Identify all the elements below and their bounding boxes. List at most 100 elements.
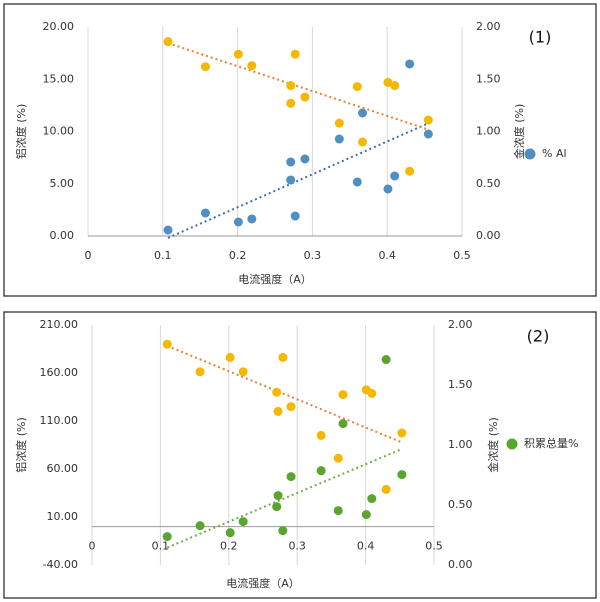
legend-label: 积累总量% xyxy=(524,436,578,450)
data-point xyxy=(338,390,348,400)
y2-tick-label: 1.00 xyxy=(448,438,473,451)
trendline xyxy=(167,42,429,131)
y2-tick-label: 2.00 xyxy=(448,318,473,331)
x-tick-label: 0.3 xyxy=(288,540,306,553)
y2-axis-label: 金浓度 (%) xyxy=(486,417,500,473)
data-point xyxy=(300,92,310,102)
y2-tick-label: 1.00 xyxy=(476,125,501,138)
data-point xyxy=(383,184,393,194)
y-tick-label: 15.00 xyxy=(43,72,75,85)
data-point xyxy=(352,177,362,187)
y-tick-label: 0.00 xyxy=(50,229,75,242)
x-tick-label: 0 xyxy=(85,249,92,262)
data-point xyxy=(273,491,283,501)
x-tick-label: 0 xyxy=(89,540,96,553)
y2-tick-label: 0.00 xyxy=(476,229,501,242)
data-point xyxy=(423,129,433,139)
data-point xyxy=(300,154,310,164)
data-point xyxy=(381,355,391,365)
data-point xyxy=(286,472,296,482)
y-tick-label: 10.00 xyxy=(47,510,79,523)
y-tick-label: 160.00 xyxy=(40,366,79,379)
data-point xyxy=(334,118,344,128)
trendline xyxy=(167,122,429,239)
y-tick-label: 60.00 xyxy=(47,462,79,475)
x-tick-label: 0.2 xyxy=(229,249,247,262)
y-axis-label: 铝浓度 (%) xyxy=(14,417,28,473)
panel-frame xyxy=(3,311,597,599)
y-tick-label: 10.00 xyxy=(43,125,75,138)
data-point xyxy=(200,62,210,72)
data-point xyxy=(334,134,344,144)
x-tick-label: 0.4 xyxy=(378,249,396,262)
panel-frame xyxy=(3,3,597,297)
data-point xyxy=(405,166,415,176)
y-tick-label: 110.00 xyxy=(40,414,79,427)
data-point xyxy=(163,225,173,235)
data-point xyxy=(195,521,205,531)
legend-marker xyxy=(524,148,536,160)
data-point xyxy=(316,466,326,476)
data-point xyxy=(247,214,257,224)
y2-tick-label: 2.00 xyxy=(476,20,501,33)
data-point xyxy=(238,517,248,527)
y2-axis-label: 金浓度 (%) xyxy=(512,104,526,160)
data-point xyxy=(390,171,400,181)
data-point xyxy=(272,502,282,512)
data-point xyxy=(286,402,296,412)
x-tick-label: 0.5 xyxy=(453,249,471,262)
data-point xyxy=(358,108,368,118)
data-point xyxy=(272,387,282,397)
data-point xyxy=(286,157,296,167)
data-point xyxy=(333,453,343,463)
data-point xyxy=(278,526,288,536)
x-tick-label: 0.2 xyxy=(220,540,238,553)
x-tick-label: 0.3 xyxy=(304,249,322,262)
data-point xyxy=(225,352,235,362)
data-point xyxy=(390,81,400,91)
y2-tick-label: 0.50 xyxy=(476,177,501,190)
data-point xyxy=(361,510,371,520)
data-point xyxy=(247,61,257,71)
data-point xyxy=(233,217,243,227)
y2-tick-label: 1.50 xyxy=(476,72,501,85)
data-point xyxy=(225,528,235,538)
panel-label: (1) xyxy=(529,28,552,47)
data-point xyxy=(195,367,205,377)
data-point xyxy=(367,494,377,504)
data-point xyxy=(338,419,348,429)
x-tick-label: 0.1 xyxy=(152,540,170,553)
trendline xyxy=(166,344,403,444)
data-point xyxy=(333,506,343,516)
data-point xyxy=(200,208,210,218)
data-point xyxy=(383,77,393,87)
x-axis-label: 电流强度（A） xyxy=(238,272,312,286)
data-point xyxy=(358,137,368,147)
x-tick-label: 0.4 xyxy=(357,540,375,553)
data-point xyxy=(423,115,433,125)
data-point xyxy=(278,352,288,362)
y2-tick-label: 0.00 xyxy=(448,558,473,571)
data-point xyxy=(162,532,172,542)
data-point xyxy=(286,81,296,91)
y-tick-label: 5.00 xyxy=(50,177,75,190)
data-point xyxy=(290,211,300,221)
data-point xyxy=(397,428,407,438)
panel-label: (2) xyxy=(527,327,550,346)
y-tick-label: 210.00 xyxy=(40,318,79,331)
data-point xyxy=(397,470,407,480)
x-tick-label: 0.1 xyxy=(154,249,172,262)
data-point xyxy=(233,49,243,59)
data-point xyxy=(352,82,362,92)
data-point xyxy=(286,175,296,185)
data-point xyxy=(316,430,326,440)
data-point xyxy=(290,49,300,59)
data-point xyxy=(405,59,415,69)
data-point xyxy=(273,406,283,416)
data-point xyxy=(163,37,173,47)
legend-marker xyxy=(506,438,518,450)
legend-label: % Al xyxy=(542,147,567,160)
data-point xyxy=(286,98,296,108)
data-point xyxy=(381,484,391,494)
